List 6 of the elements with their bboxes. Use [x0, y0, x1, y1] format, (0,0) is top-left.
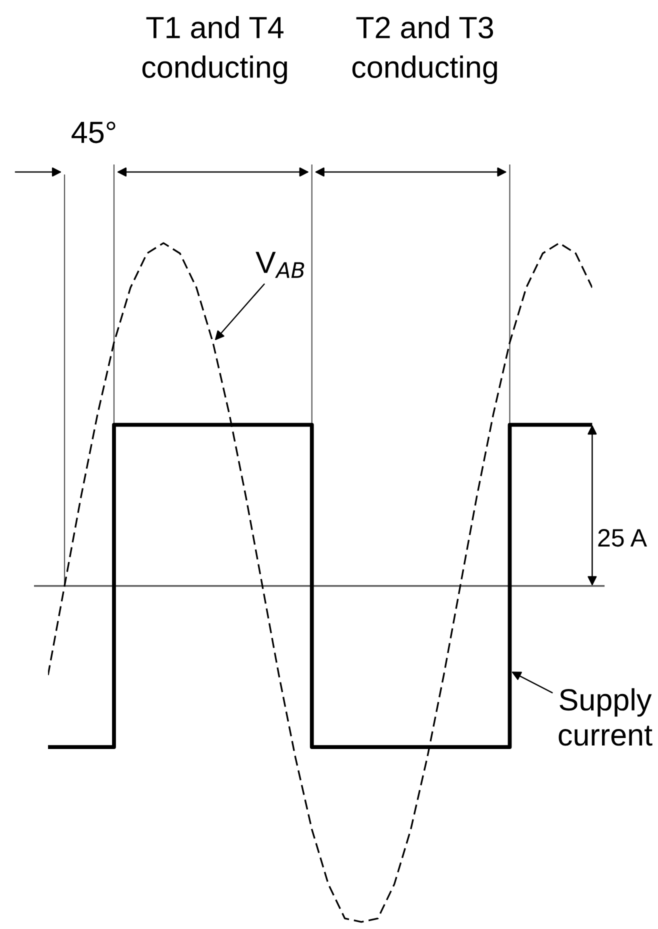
- series-label: V$_{AB}$: [256, 252, 304, 278]
- legend-label: Supply current: [558, 688, 652, 746]
- text: 45°: [72, 122, 116, 144]
- annotation: 25 A: [598, 529, 648, 547]
- text: T1 and T4 conducting: [142, 16, 287, 84]
- text: T2 and T3 conducting: [352, 16, 497, 84]
